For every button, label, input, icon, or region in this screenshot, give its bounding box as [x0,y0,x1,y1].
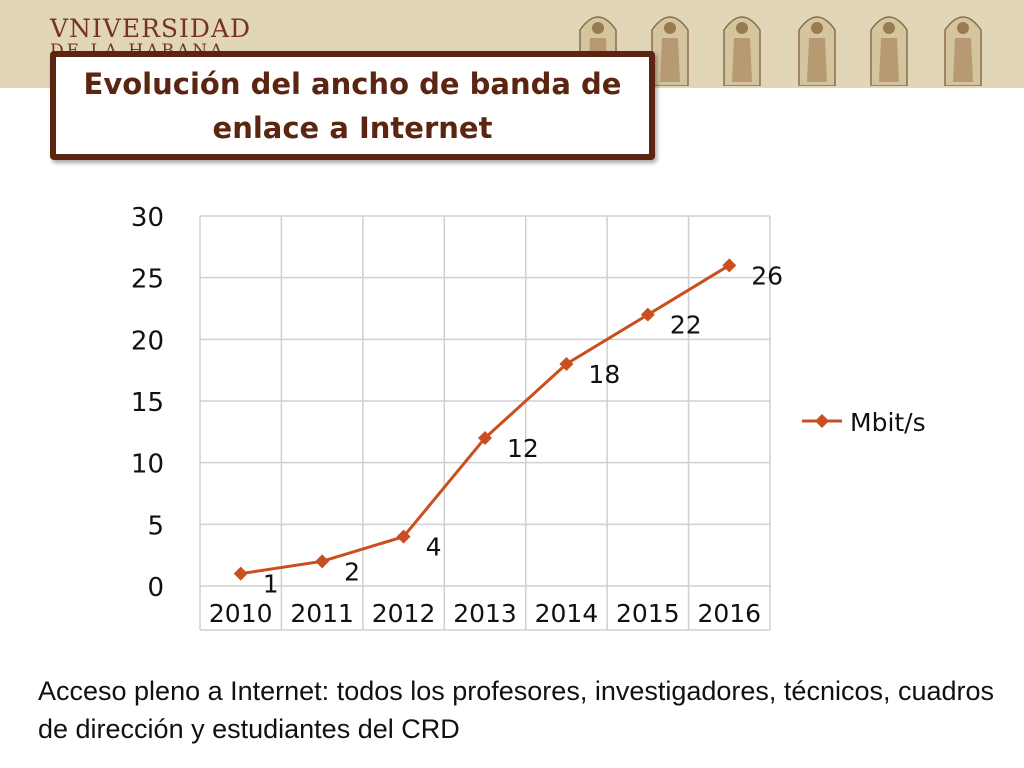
y-tick-label: 30 [131,203,164,233]
legend-label: Mbit/s [850,408,926,437]
x-tick-label: 2014 [535,599,599,628]
data-point [233,566,248,581]
title-box: Evolución del ancho de banda de enlace a… [50,51,655,160]
data-point [640,307,655,322]
data-label: 22 [670,311,702,340]
x-tick-label: 2011 [290,599,354,628]
data-point [478,431,492,445]
y-tick-label: 15 [131,388,164,418]
legend-marker [815,414,829,428]
slide-title: Evolución del ancho de banda de enlace a… [83,66,622,145]
series-line [240,264,731,576]
data-label: 2 [344,557,360,586]
x-tick-label: 2012 [372,599,436,628]
data-label: 18 [588,360,620,389]
line-chart: 0 5 10 15 20 25 30 2010 2011 2012 2013 2014 2015 2016… [131,203,926,631]
data-label: 1 [263,570,279,599]
statue-icon [944,16,982,86]
statue-icon [723,16,761,86]
x-tick-label: 2016 [697,599,761,628]
x-tick-label: 2013 [453,599,517,628]
y-tick-label: 10 [131,450,164,480]
data-label: 12 [507,434,539,463]
data-point [396,529,411,544]
x-tick-label: 2015 [616,599,680,628]
data-label: 4 [426,533,442,562]
logo-line1: VNIVERSIDAD [50,14,252,43]
statue-icon [798,16,836,86]
x-tick-label: 2010 [209,599,273,628]
y-tick-label: 25 [131,265,164,295]
data-point [559,357,574,371]
statue-icon [870,16,908,86]
y-tick-label: 5 [147,511,164,541]
data-point [722,258,737,273]
y-tick-label: 20 [131,326,164,356]
data-label: 26 [751,261,783,290]
y-tick-label: 0 [147,573,164,603]
footer-text: Acceso pleno a Internet: todos los profe… [38,676,995,744]
data-point [315,554,330,569]
statue-icon [651,16,689,86]
